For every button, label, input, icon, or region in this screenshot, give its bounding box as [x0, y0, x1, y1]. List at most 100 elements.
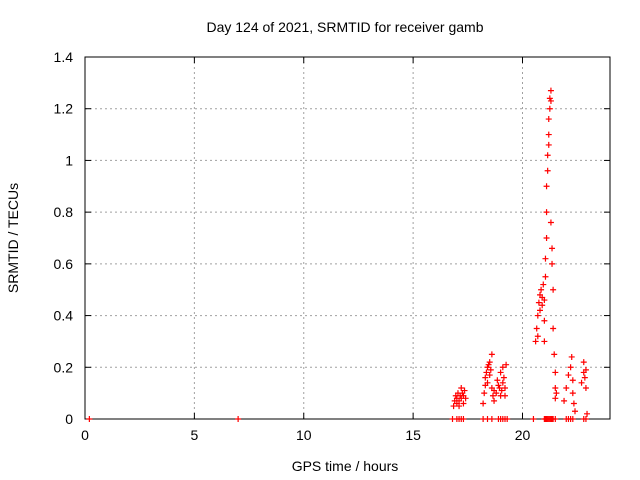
data-point [568, 353, 575, 360]
data-point [547, 219, 554, 226]
data-point [541, 317, 548, 324]
data-point [569, 390, 576, 397]
data-point [498, 387, 505, 394]
data-point [480, 400, 487, 407]
data-point [552, 395, 559, 402]
data-point [543, 235, 550, 241]
data-point [580, 359, 587, 366]
y-tick-label: 1 [65, 152, 73, 168]
y-axis-label: SRMTID / TECUs [5, 183, 21, 293]
data-point [584, 410, 591, 417]
data-point [551, 351, 558, 358]
data-point [543, 183, 550, 190]
data-point [491, 397, 498, 404]
x-tick-label: 0 [81, 427, 89, 443]
data-point [535, 299, 542, 306]
data-point [461, 387, 468, 394]
data-point [550, 286, 557, 293]
data-point [541, 338, 548, 345]
axis-ticks: 0 5 10 15 20 0 0.2 0.4 0.6 0.8 1 1.2 1.4 [54, 49, 610, 443]
x-tick-label: 15 [405, 427, 421, 443]
y-tick-label: 1.2 [54, 101, 74, 117]
data-point [502, 392, 508, 399]
data-point [482, 374, 489, 381]
data-point [502, 384, 508, 391]
plot-frame [84, 56, 611, 420]
data-point [552, 384, 559, 391]
data-point [533, 325, 540, 332]
data-point [493, 390, 500, 397]
data-point [460, 416, 467, 422]
data-point [486, 372, 493, 379]
data-point [582, 384, 589, 391]
data-point [545, 131, 552, 138]
data-point [235, 416, 242, 422]
data-point [539, 302, 546, 309]
data-point [541, 297, 548, 304]
data-point [549, 245, 556, 252]
data-point [499, 364, 506, 371]
data-point [543, 209, 550, 216]
data-point [572, 408, 578, 415]
data-point [552, 369, 559, 376]
data-point [486, 359, 493, 366]
data-point [552, 416, 559, 422]
data-point [544, 152, 551, 159]
data-point [488, 416, 495, 422]
data-point [483, 369, 490, 376]
data-point [565, 372, 572, 379]
x-axis-label: GPS time / hours [292, 458, 399, 474]
data-point [549, 260, 556, 267]
data-point [458, 384, 465, 391]
data-point [86, 416, 93, 422]
data-point [569, 377, 576, 384]
data-point [534, 333, 541, 340]
data-point [553, 390, 560, 397]
data-point [567, 364, 574, 371]
data-point [456, 403, 463, 410]
data-point [450, 403, 457, 410]
data-point [538, 286, 545, 293]
y-tick-label: 0 [65, 411, 73, 427]
data-point [550, 325, 557, 332]
data-point [500, 374, 507, 381]
grid-lines [85, 57, 610, 419]
data-point [534, 312, 541, 319]
data-point [537, 307, 543, 314]
data-point [504, 416, 511, 422]
data-point [481, 390, 488, 397]
data-point [547, 97, 554, 104]
data-point [488, 351, 495, 358]
data-point [484, 379, 491, 386]
y-tick-label: 0.6 [54, 256, 74, 272]
data-point [540, 281, 547, 288]
data-point [497, 369, 504, 376]
data-point [582, 416, 589, 422]
data-point [546, 105, 553, 112]
data-point [494, 377, 501, 384]
data-point [545, 116, 552, 123]
y-tick-label: 0.4 [54, 308, 74, 324]
data-point [503, 361, 510, 368]
data-point [542, 255, 549, 262]
data-point [563, 384, 570, 391]
data-point [462, 395, 469, 402]
data-point [489, 392, 496, 399]
x-tick-label: 20 [515, 427, 531, 443]
data-point [570, 400, 577, 407]
data-point [561, 397, 568, 404]
data-point [547, 87, 554, 94]
data-point [487, 366, 494, 373]
data-point [542, 273, 549, 280]
x-tick-label: 10 [296, 427, 312, 443]
chart-title: Day 124 of 2021, SRMTID for receiver gam… [206, 19, 483, 35]
data-point [582, 366, 589, 373]
data-points [86, 87, 591, 422]
data-point [460, 400, 467, 407]
x-tick-label: 5 [190, 427, 198, 443]
data-point [530, 416, 537, 422]
data-point [578, 379, 585, 386]
y-tick-label: 0.8 [54, 204, 74, 220]
y-tick-label: 0.2 [54, 359, 74, 375]
